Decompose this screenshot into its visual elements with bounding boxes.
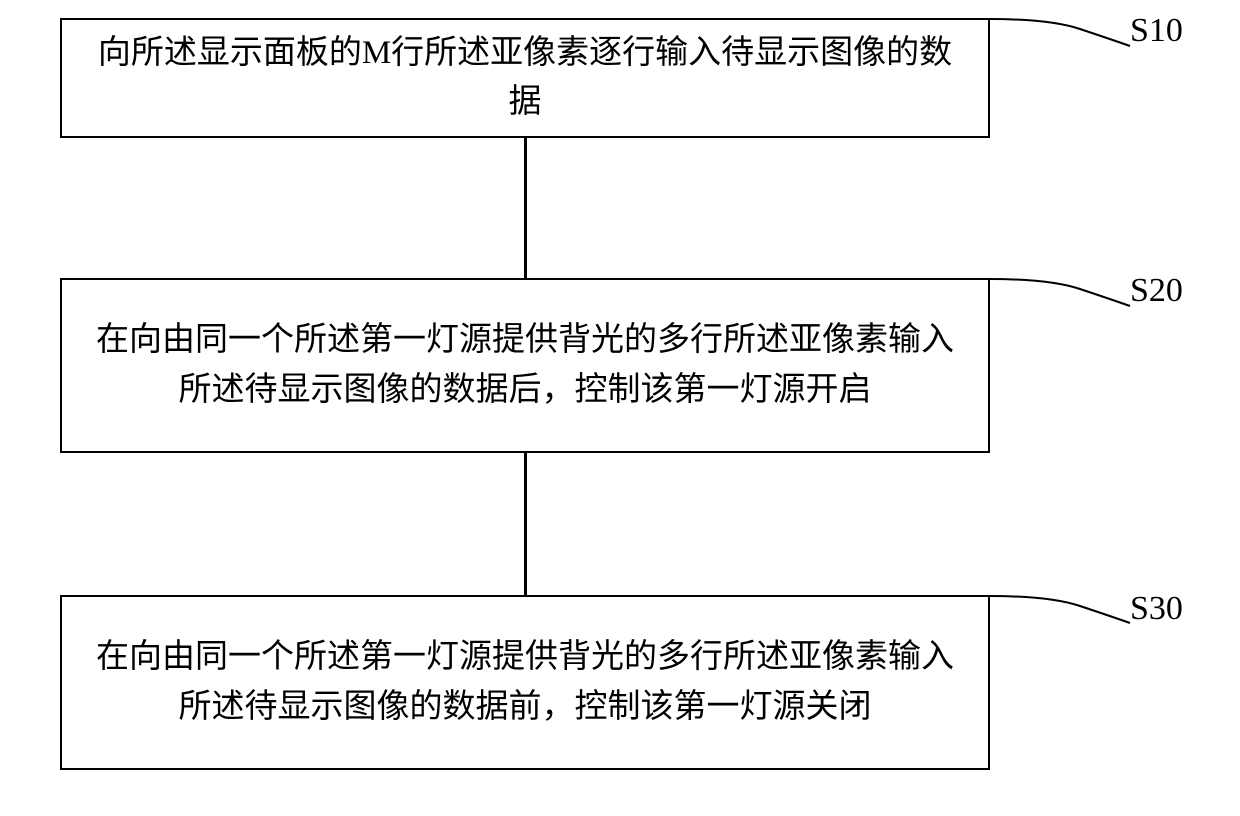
label-s20: S20 — [1130, 272, 1183, 310]
label-curve-s10 — [990, 14, 1135, 54]
flowchart-box-s10: 向所述显示面板的M行所述亚像素逐行输入待显示图像的数据 — [60, 18, 990, 138]
connector-s20-s30 — [524, 453, 527, 595]
label-s30: S30 — [1130, 590, 1183, 628]
label-s10: S10 — [1130, 12, 1183, 50]
box-s10-text: 向所述显示面板的M行所述亚像素逐行输入待显示图像的数据 — [87, 29, 963, 128]
connector-s10-s20 — [524, 138, 527, 278]
label-curve-s20 — [990, 274, 1135, 314]
box-s30-text: 在向由同一个所述第一灯源提供背光的多行所述亚像素输入所述待显示图像的数据前，控制… — [87, 633, 963, 732]
flowchart-box-s20: 在向由同一个所述第一灯源提供背光的多行所述亚像素输入所述待显示图像的数据后，控制… — [60, 278, 990, 453]
box-s20-text: 在向由同一个所述第一灯源提供背光的多行所述亚像素输入所述待显示图像的数据后，控制… — [87, 316, 963, 415]
flowchart-container: 向所述显示面板的M行所述亚像素逐行输入待显示图像的数据 S10 在向由同一个所述… — [0, 0, 1240, 816]
label-curve-s30 — [990, 591, 1135, 631]
flowchart-box-s30: 在向由同一个所述第一灯源提供背光的多行所述亚像素输入所述待显示图像的数据前，控制… — [60, 595, 990, 770]
